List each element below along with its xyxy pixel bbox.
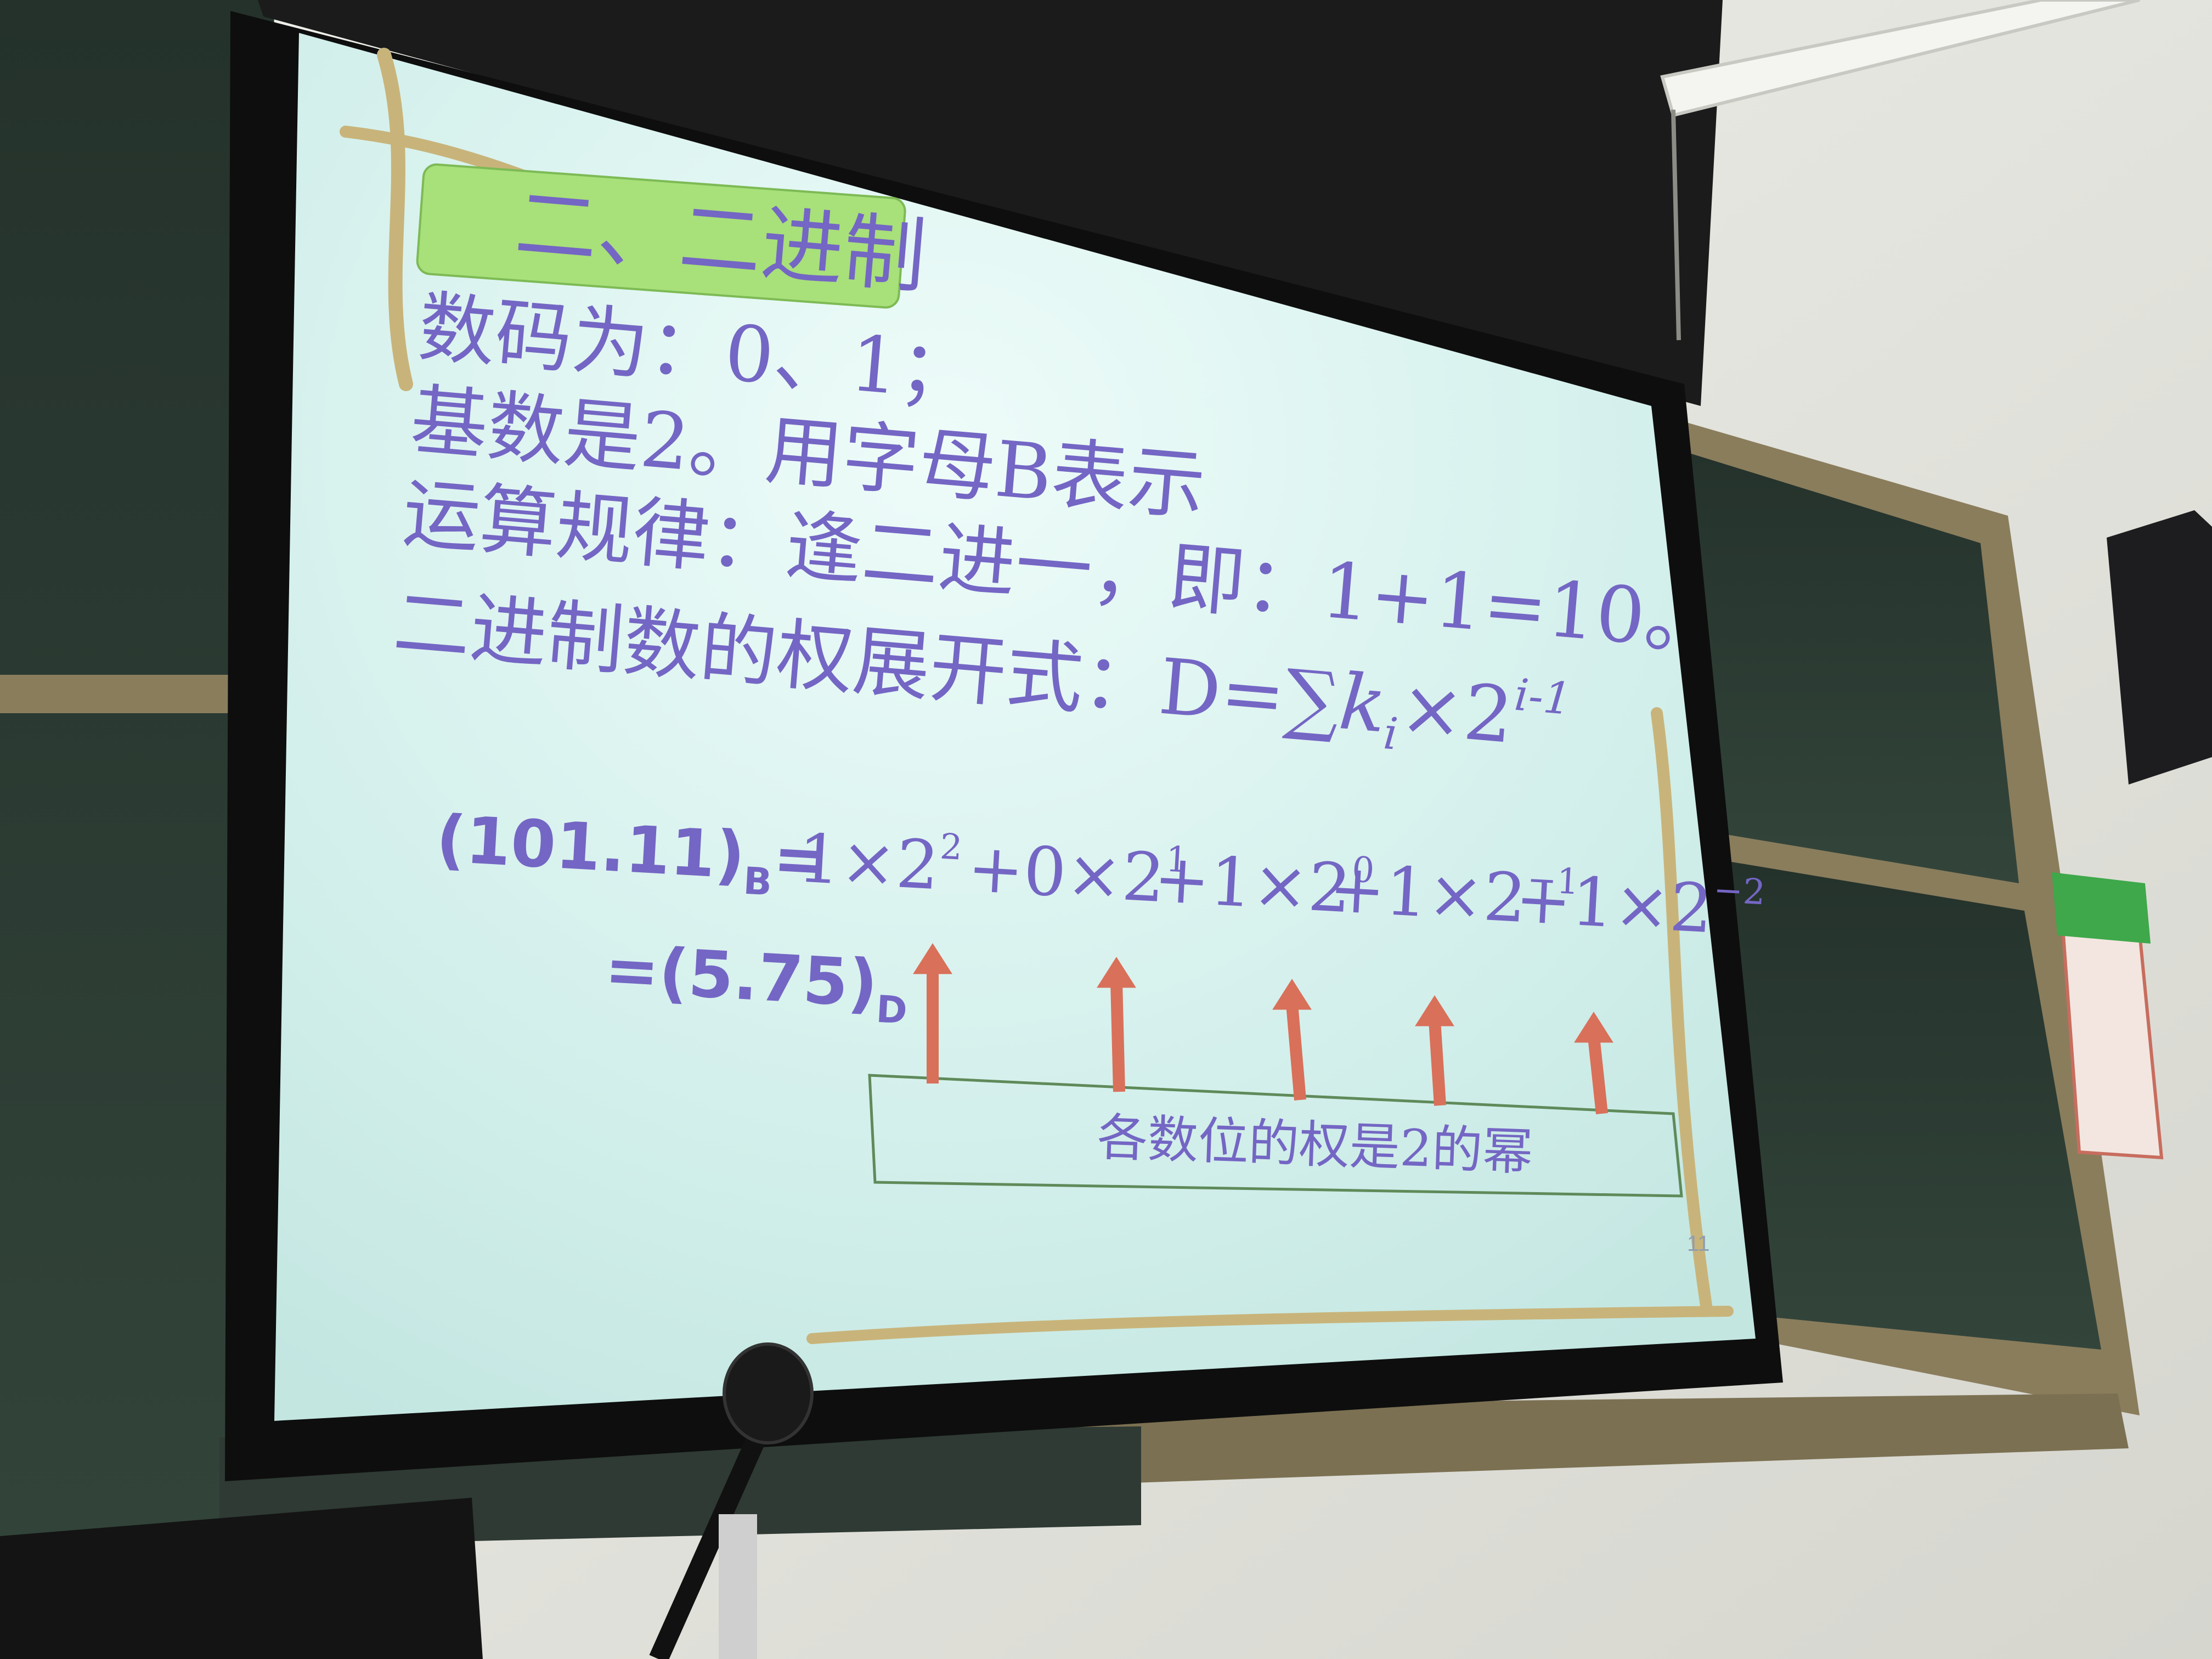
arrow-1-head: [913, 943, 952, 974]
mic-pole: [719, 1514, 757, 1659]
weight-arrows: [913, 943, 1613, 1115]
mic-stand: [649, 1433, 766, 1659]
arrow-3-head: [1272, 979, 1312, 1010]
example-term-5: +1×2−2: [1513, 859, 1766, 951]
example-lhs: (101.11)B=: [434, 800, 830, 907]
example-term-1: 1×22: [795, 819, 963, 906]
microphone-head: [723, 1342, 814, 1444]
example-result: =(5.75)D: [602, 931, 911, 1033]
chalkboard-right-panel-2: [1728, 861, 2101, 1350]
ceiling-light: [1660, 0, 2140, 117]
arrow-5: [1588, 1036, 1608, 1115]
page-number: 11: [1687, 1232, 1710, 1256]
chalkboard-right-panel: [1679, 450, 2019, 883]
callout-box: [868, 1074, 1683, 1198]
ornament-right: [1651, 707, 1712, 1312]
light-cable: [1671, 109, 1681, 341]
title-box: [416, 163, 906, 309]
arrow-4: [1429, 1020, 1446, 1106]
loudspeaker: [2107, 510, 2212, 785]
ornament-bottom: [806, 1306, 1734, 1344]
arrow-3: [1286, 1003, 1306, 1101]
projector-slide: [274, 33, 1756, 1421]
arrow-5-head: [1574, 1012, 1613, 1043]
example-term-4: +1×2−1: [1327, 848, 1580, 940]
ornament-top-left: [377, 48, 413, 391]
example-term-2: +0×21: [966, 828, 1189, 919]
arrow-2: [1110, 981, 1125, 1092]
chalkboard-left: [0, 0, 274, 1659]
arrow-2-head: [1097, 957, 1136, 988]
monitor: [0, 1498, 483, 1659]
example-term-3: +1×20: [1152, 839, 1375, 929]
arrow-4-head: [1415, 995, 1454, 1026]
green-sign: [2052, 872, 2151, 944]
chalkboard-ledge-left: [0, 675, 263, 713]
